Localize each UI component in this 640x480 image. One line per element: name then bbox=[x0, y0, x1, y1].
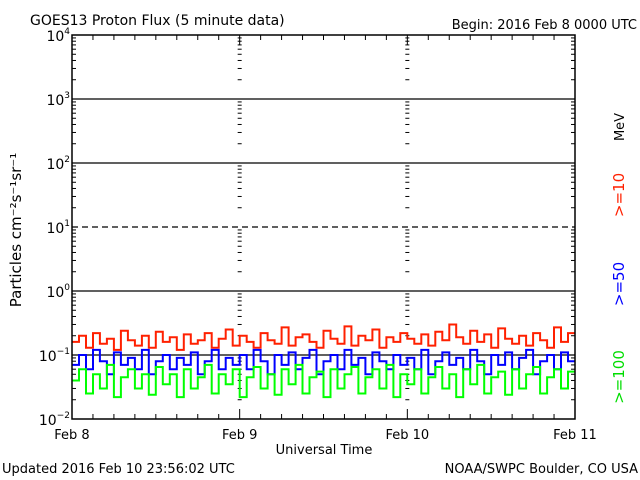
updated-timestamp: Updated 2016 Feb 10 23:56:02 UTC bbox=[2, 462, 235, 477]
y-tick-labels: 10−2 10−1 100 101 102 103 104 bbox=[39, 27, 70, 429]
grid bbox=[72, 98, 575, 356]
series-line-0 bbox=[72, 323, 575, 351]
x-tick-label: Feb 10 bbox=[385, 428, 429, 443]
y-tick-label: 103 bbox=[46, 91, 70, 109]
legend-ge10: >=10 bbox=[610, 173, 628, 217]
plot-frame bbox=[71, 34, 576, 420]
y-tick-label: 101 bbox=[46, 219, 70, 237]
x-tick-label: Feb 9 bbox=[222, 428, 257, 443]
y-tick-label: 104 bbox=[46, 27, 70, 45]
x-tick-labels: Feb 8 Feb 9 Feb 10 Feb 11 bbox=[54, 428, 597, 443]
axis-ticks bbox=[72, 35, 575, 419]
legend-ge100: >=100 bbox=[610, 350, 628, 404]
y-axis-label: Particles cm⁻²s⁻¹sr⁻¹ bbox=[7, 153, 25, 307]
series-group bbox=[72, 323, 575, 399]
x-tick-label: Feb 8 bbox=[54, 428, 89, 443]
chart-title: GOES13 Proton Flux (5 minute data) bbox=[30, 13, 285, 29]
unit-label: MeV bbox=[613, 113, 628, 141]
series-line-2 bbox=[72, 363, 575, 399]
x-tick-label: Feb 11 bbox=[553, 428, 597, 443]
x-axis-label: Universal Time bbox=[276, 443, 373, 458]
y-tick-label: 102 bbox=[46, 155, 70, 173]
series-line-1 bbox=[72, 348, 575, 376]
y-tick-label: 100 bbox=[46, 283, 70, 301]
credit-label: NOAA/SWPC Boulder, CO USA bbox=[445, 462, 638, 477]
y-tick-label: 10−2 bbox=[39, 411, 70, 429]
y-tick-label: 10−1 bbox=[39, 347, 70, 365]
begin-label: Begin: 2016 Feb 8 0000 UTC bbox=[452, 18, 637, 33]
legend-ge50: >=50 bbox=[610, 262, 628, 306]
